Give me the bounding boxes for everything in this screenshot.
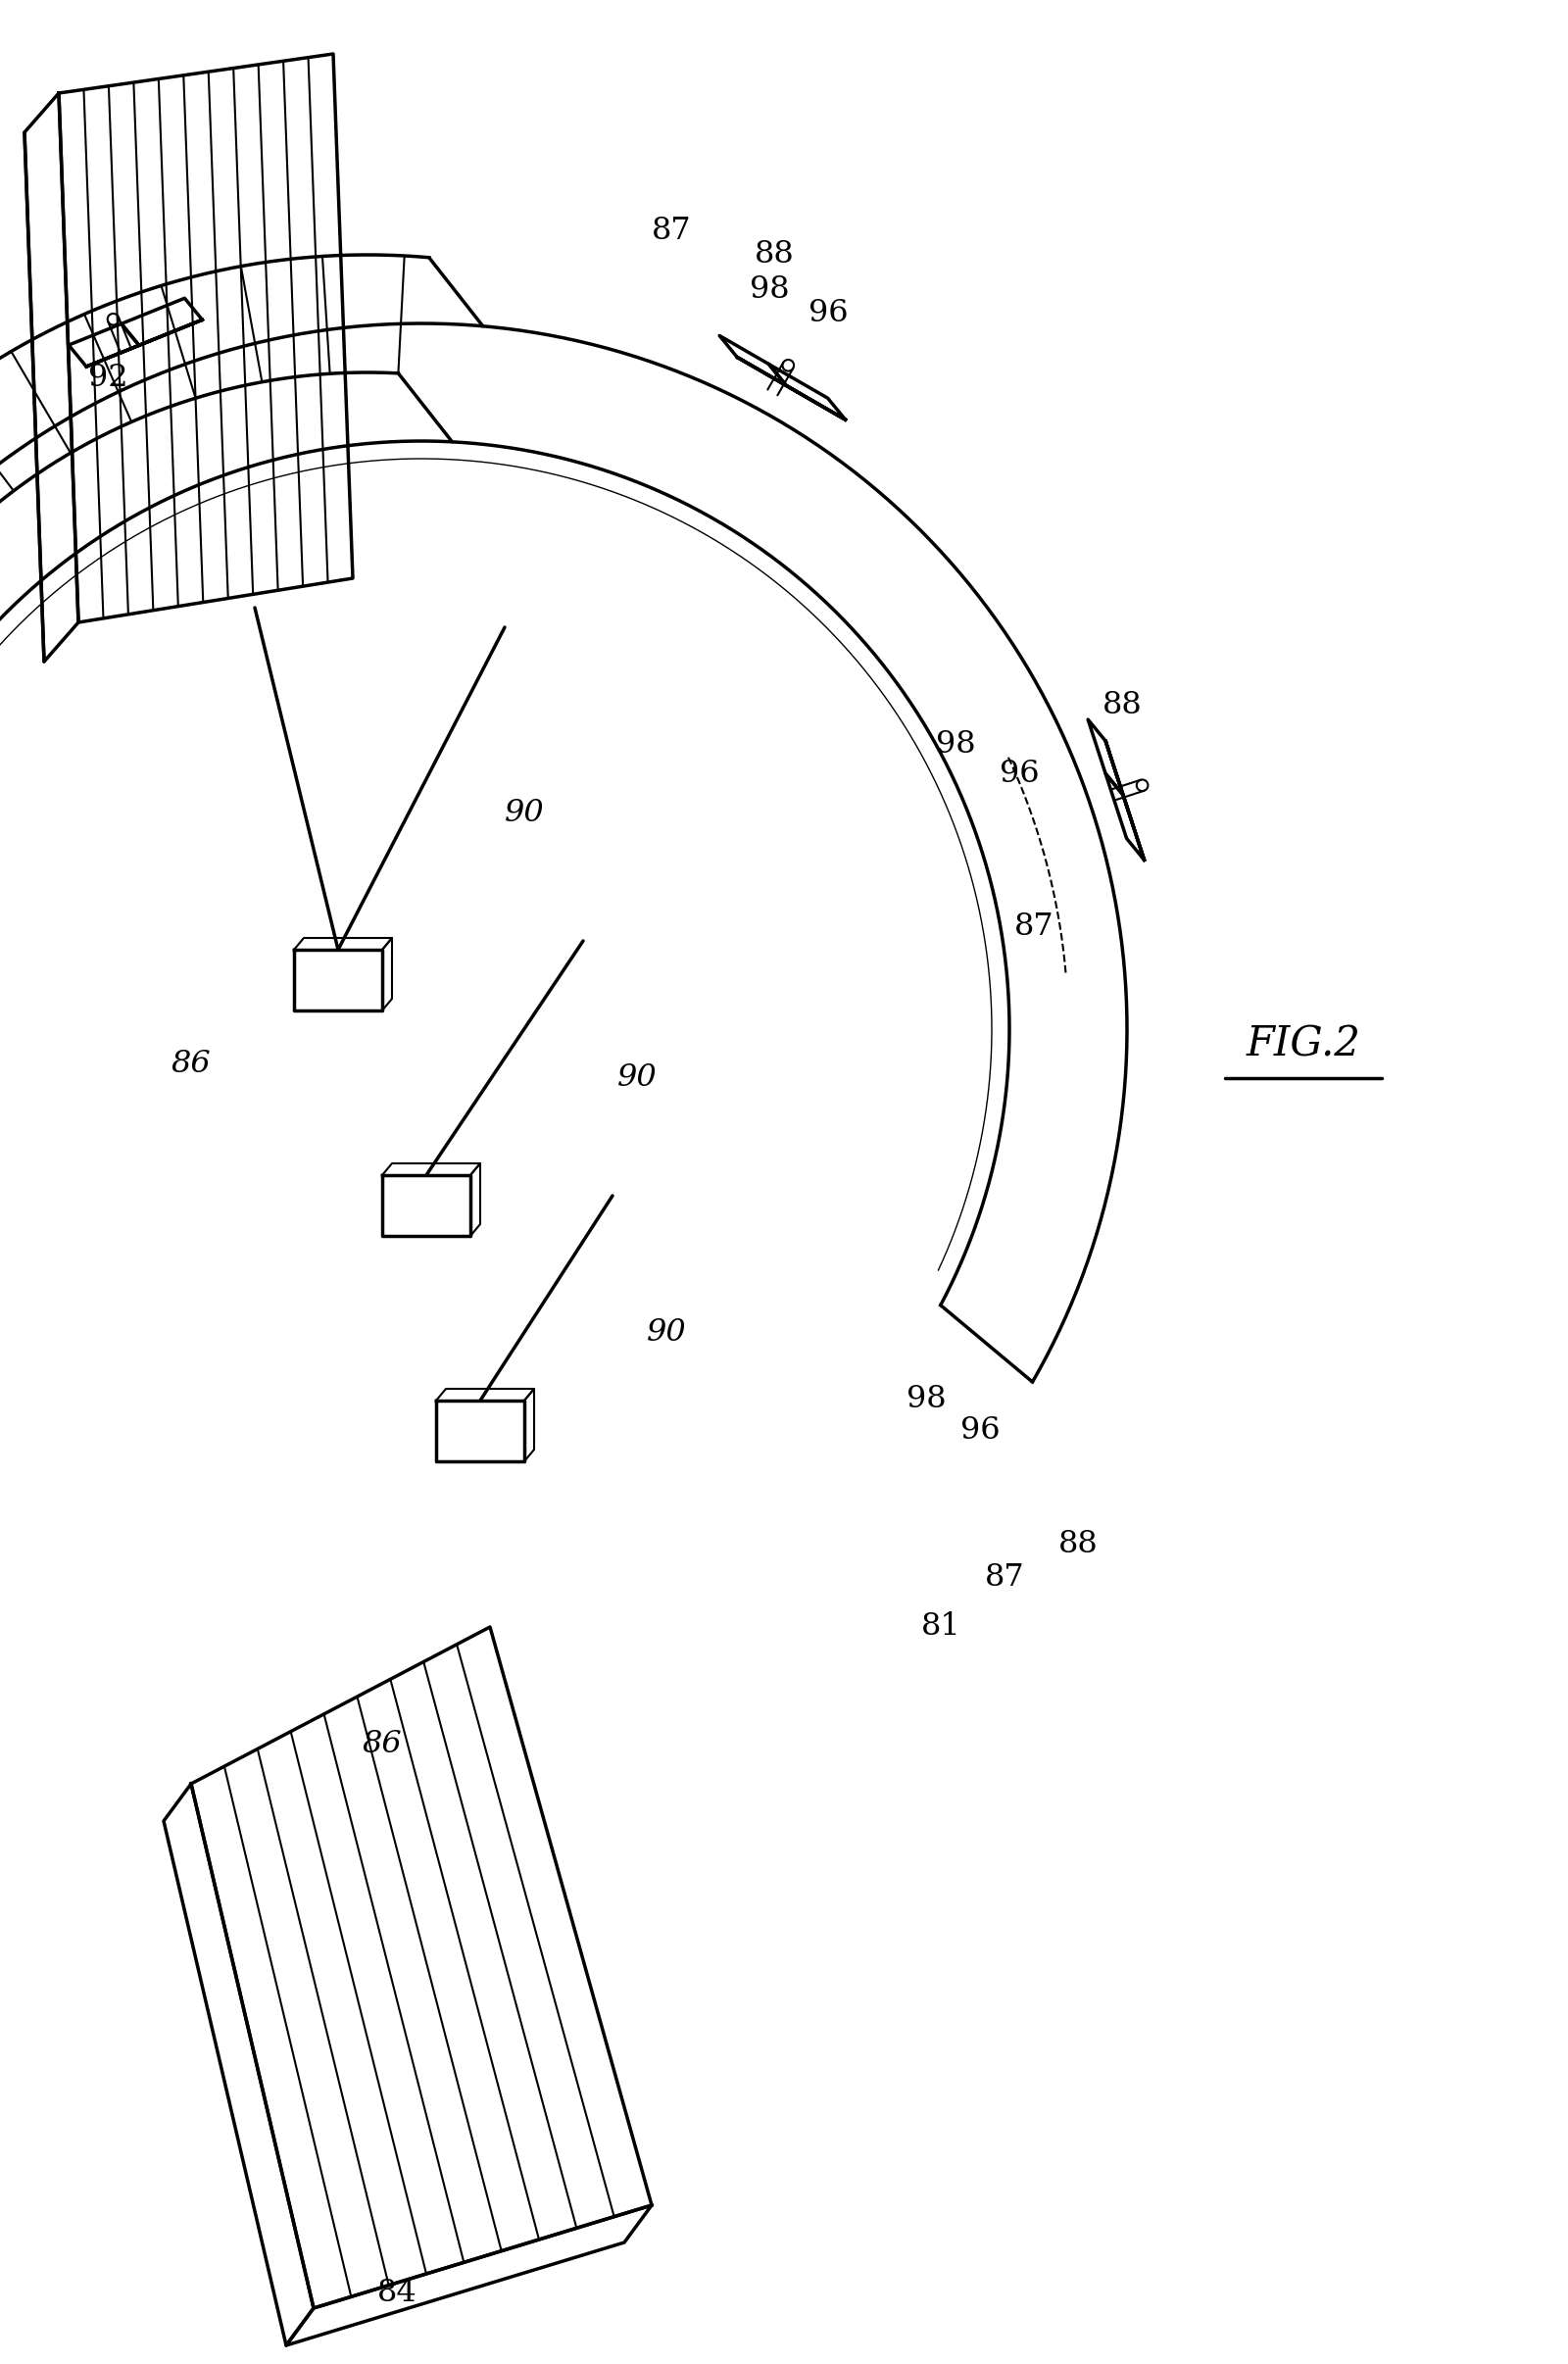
Text: FIG.2: FIG.2: [1247, 1024, 1361, 1064]
Text: 87: 87: [985, 1563, 1024, 1593]
Text: 88: 88: [1058, 1530, 1098, 1558]
Text: 86: 86: [362, 1730, 401, 1759]
Text: 98: 98: [906, 1385, 946, 1414]
Text: 87: 87: [651, 215, 691, 246]
Text: 88: 88: [754, 239, 793, 269]
Text: 90: 90: [646, 1317, 687, 1347]
Text: 87: 87: [1014, 910, 1054, 941]
Text: 84: 84: [376, 2279, 417, 2310]
Text: 90: 90: [505, 799, 544, 830]
Text: 98: 98: [936, 730, 975, 761]
Text: 96: 96: [808, 298, 848, 329]
Text: 90: 90: [618, 1064, 657, 1092]
Text: 88: 88: [1102, 690, 1142, 721]
Text: 81: 81: [920, 1612, 961, 1643]
Text: 96: 96: [999, 759, 1040, 790]
Text: 86: 86: [171, 1047, 212, 1078]
Text: 92: 92: [88, 362, 127, 392]
Text: 98: 98: [750, 274, 789, 305]
Text: 96: 96: [960, 1416, 1000, 1447]
